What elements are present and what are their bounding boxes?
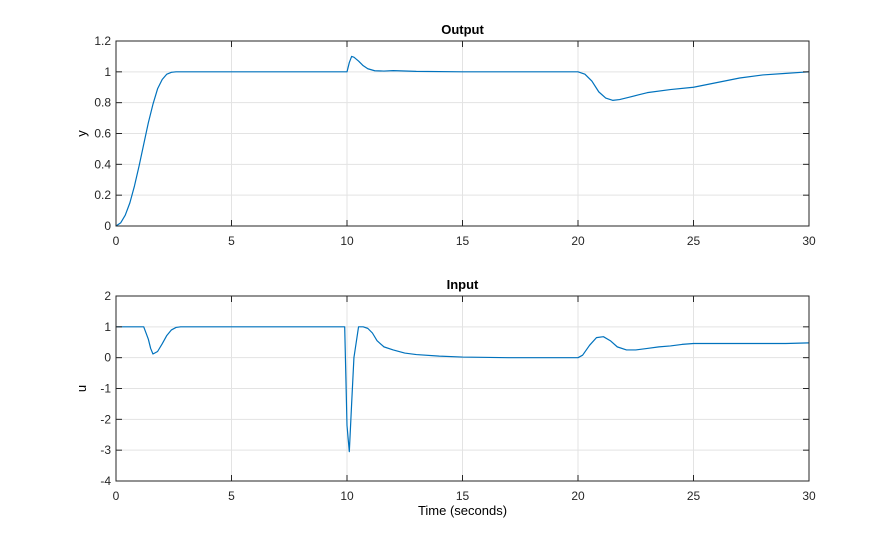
output-plot: 0 5 10 15 20 25 30 0 0.2 0.4 0.6 0.8 1 1.2 Output y xyxy=(74,22,816,248)
output-y-tick-label: 0.4 xyxy=(94,157,111,171)
output-x-tick-label: 0 xyxy=(113,234,120,248)
output-title: Output xyxy=(441,22,484,37)
input-y-tick-label: -3 xyxy=(100,443,111,457)
input-y-tick-label: -4 xyxy=(100,474,111,488)
output-y-tick-label: 1.2 xyxy=(94,34,111,48)
input-x-tick-label: 5 xyxy=(228,489,235,503)
input-plot: 0 5 10 15 20 25 30 -4 -3 -2 -1 0 1 2 Input u xyxy=(74,277,816,503)
output-x-tick-label: 25 xyxy=(687,234,701,248)
output-ticks: 0 5 10 15 20 25 30 0 0.2 0.4 0.6 0.8 1 1.2 xyxy=(94,34,816,248)
input-y-tick-label: 0 xyxy=(104,351,111,365)
input-y-tick-label: 1 xyxy=(104,320,111,334)
x-axis-label: Time (seconds) xyxy=(418,503,507,518)
input-x-tick-label: 25 xyxy=(687,489,701,503)
input-x-tick-label: 15 xyxy=(456,489,470,503)
input-x-tick-label: 30 xyxy=(802,489,816,503)
output-y-axis-label: y xyxy=(74,130,89,137)
output-y-tick-label: 1 xyxy=(104,65,111,79)
output-y-tick-label: 0.8 xyxy=(94,96,111,110)
input-x-tick-label: 10 xyxy=(340,489,354,503)
output-series xyxy=(115,55,810,227)
output-x-tick-label: 10 xyxy=(340,234,354,248)
output-series-line xyxy=(115,55,810,227)
output-x-tick-label: 30 xyxy=(802,234,816,248)
input-x-tick-label: 0 xyxy=(113,489,120,503)
input-title: Input xyxy=(447,277,479,292)
input-y-axis-label: u xyxy=(74,385,89,392)
input-grid xyxy=(116,296,809,481)
input-ticks: 0 5 10 15 20 25 30 -4 -3 -2 -1 0 1 2 xyxy=(100,289,816,503)
input-series-line xyxy=(116,326,810,453)
output-y-tick-label: 0.6 xyxy=(94,127,111,141)
input-series xyxy=(116,326,810,453)
output-x-tick-label: 5 xyxy=(228,234,235,248)
input-y-tick-label: -2 xyxy=(100,412,111,426)
output-x-tick-label: 15 xyxy=(456,234,470,248)
output-x-tick-label: 20 xyxy=(571,234,585,248)
input-y-tick-label: 2 xyxy=(104,289,111,303)
output-y-tick-label: 0 xyxy=(104,219,111,233)
output-y-tick-label: 0.2 xyxy=(94,188,111,202)
input-x-tick-label: 20 xyxy=(571,489,585,503)
input-y-tick-label: -1 xyxy=(100,382,111,396)
